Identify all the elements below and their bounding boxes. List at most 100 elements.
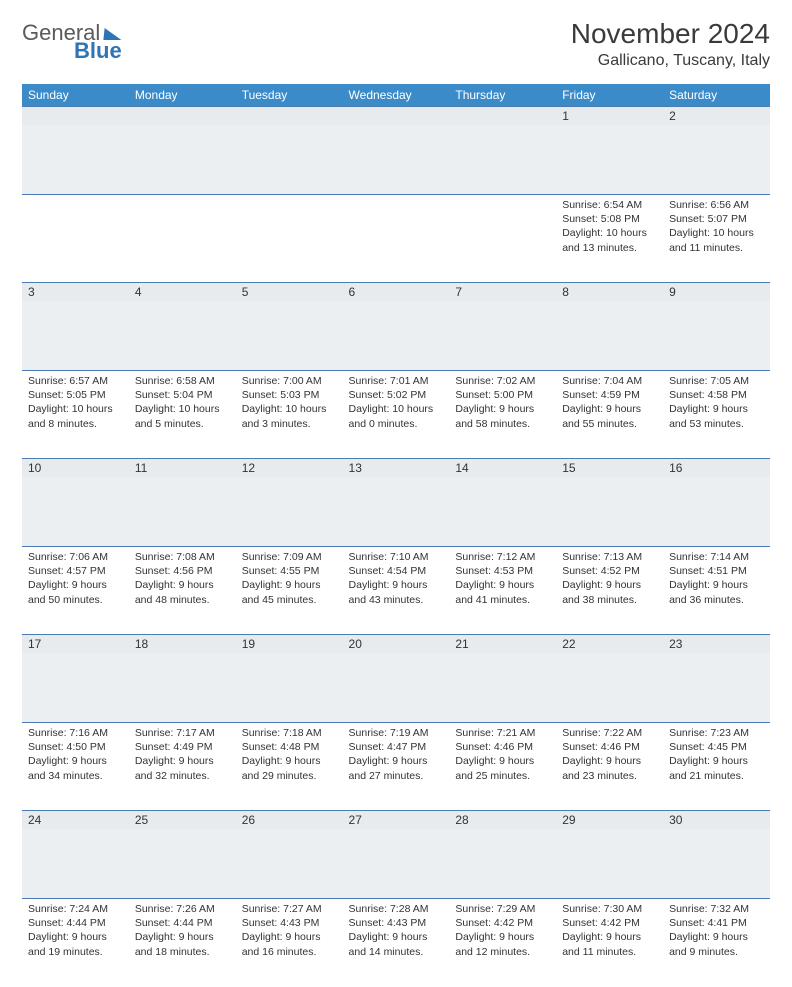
day-line: Sunrise: 7:17 AM [135,726,230,740]
day-line: Sunset: 4:43 PM [242,916,337,930]
header: General Blue November 2024 Gallicano, Tu… [22,18,770,70]
day-line: and 13 minutes. [562,241,657,255]
day-line: and 32 minutes. [135,769,230,783]
day-number: 26 [236,811,343,829]
day-line: and 23 minutes. [562,769,657,783]
day-line: Sunset: 4:56 PM [135,564,230,578]
week-number-row: 12 [22,107,770,195]
day-number-cell: 20 [343,635,450,723]
day-number-cell: 19 [236,635,343,723]
day-content: Sunrise: 6:54 AMSunset: 5:08 PMDaylight:… [556,195,663,259]
day-line: Daylight: 9 hours [349,930,444,944]
day-number: 2 [663,107,770,125]
day-line: Sunrise: 7:06 AM [28,550,123,564]
day-number: 20 [343,635,450,653]
day-number: 3 [22,283,129,301]
day-number-cell [129,107,236,195]
day-line: Daylight: 9 hours [349,578,444,592]
day-line: and 0 minutes. [349,417,444,431]
day-content: Sunrise: 7:14 AMSunset: 4:51 PMDaylight:… [663,547,770,611]
day-content: Sunrise: 7:17 AMSunset: 4:49 PMDaylight:… [129,723,236,787]
day-content: Sunrise: 7:19 AMSunset: 4:47 PMDaylight:… [343,723,450,787]
day-cell: Sunrise: 7:04 AMSunset: 4:59 PMDaylight:… [556,371,663,459]
day-content [129,195,236,202]
week-number-row: 24252627282930 [22,811,770,899]
day-line: Sunset: 4:49 PM [135,740,230,754]
day-content: Sunrise: 7:08 AMSunset: 4:56 PMDaylight:… [129,547,236,611]
day-line: and 14 minutes. [349,945,444,959]
day-line: Sunrise: 7:02 AM [455,374,550,388]
day-number-cell: 16 [663,459,770,547]
day-line: and 11 minutes. [562,945,657,959]
day-cell: Sunrise: 7:01 AMSunset: 5:02 PMDaylight:… [343,371,450,459]
day-cell [343,195,450,283]
day-line: Sunset: 5:04 PM [135,388,230,402]
day-line: and 18 minutes. [135,945,230,959]
day-line: Sunrise: 7:26 AM [135,902,230,916]
day-number: 22 [556,635,663,653]
day-line: Sunset: 4:47 PM [349,740,444,754]
day-line: and 34 minutes. [28,769,123,783]
day-line: Daylight: 10 hours [562,226,657,240]
day-cell: Sunrise: 7:10 AMSunset: 4:54 PMDaylight:… [343,547,450,635]
day-line: and 9 minutes. [669,945,764,959]
day-number-cell: 1 [556,107,663,195]
day-line: Daylight: 9 hours [349,754,444,768]
day-number-cell: 8 [556,283,663,371]
day-number-cell: 18 [129,635,236,723]
day-line: Sunrise: 7:23 AM [669,726,764,740]
day-line: Sunrise: 7:12 AM [455,550,550,564]
day-number-cell: 22 [556,635,663,723]
day-line: Sunset: 4:46 PM [455,740,550,754]
day-number: 10 [22,459,129,477]
day-cell: Sunrise: 7:12 AMSunset: 4:53 PMDaylight:… [449,547,556,635]
day-cell: Sunrise: 7:30 AMSunset: 4:42 PMDaylight:… [556,899,663,987]
day-line: Daylight: 9 hours [135,578,230,592]
day-number-cell: 17 [22,635,129,723]
day-line: and 25 minutes. [455,769,550,783]
day-line: Sunset: 5:07 PM [669,212,764,226]
day-line: Sunrise: 6:54 AM [562,198,657,212]
logo: General Blue [22,18,122,62]
day-number: 7 [449,283,556,301]
day-line: Sunrise: 7:19 AM [349,726,444,740]
day-number-cell [22,107,129,195]
day-cell: Sunrise: 7:23 AMSunset: 4:45 PMDaylight:… [663,723,770,811]
day-line: Sunset: 4:57 PM [28,564,123,578]
day-line: Sunrise: 7:08 AM [135,550,230,564]
week-content-row: Sunrise: 6:54 AMSunset: 5:08 PMDaylight:… [22,195,770,283]
day-line: Daylight: 9 hours [28,754,123,768]
day-line: Sunrise: 7:10 AM [349,550,444,564]
day-line: and 41 minutes. [455,593,550,607]
day-number-cell: 21 [449,635,556,723]
day-line: Sunrise: 7:14 AM [669,550,764,564]
day-line: Daylight: 9 hours [562,930,657,944]
day-content: Sunrise: 7:04 AMSunset: 4:59 PMDaylight:… [556,371,663,435]
day-line: and 29 minutes. [242,769,337,783]
day-number-cell: 15 [556,459,663,547]
day-number-cell: 6 [343,283,450,371]
day-line: Sunset: 4:52 PM [562,564,657,578]
day-line: Sunrise: 6:56 AM [669,198,764,212]
day-number-cell: 7 [449,283,556,371]
weekday-header: Sunday [22,84,129,107]
day-number-cell: 23 [663,635,770,723]
day-cell: Sunrise: 7:08 AMSunset: 4:56 PMDaylight:… [129,547,236,635]
day-line: Sunrise: 7:05 AM [669,374,764,388]
day-line: Daylight: 9 hours [28,578,123,592]
page-subtitle: Gallicano, Tuscany, Italy [571,52,770,70]
day-line: Daylight: 10 hours [242,402,337,416]
weekday-header-row: SundayMondayTuesdayWednesdayThursdayFrid… [22,84,770,107]
day-line: Daylight: 9 hours [562,578,657,592]
day-cell: Sunrise: 7:13 AMSunset: 4:52 PMDaylight:… [556,547,663,635]
day-cell: Sunrise: 7:14 AMSunset: 4:51 PMDaylight:… [663,547,770,635]
day-content: Sunrise: 6:58 AMSunset: 5:04 PMDaylight:… [129,371,236,435]
day-line: Sunrise: 7:13 AM [562,550,657,564]
day-line: and 53 minutes. [669,417,764,431]
day-number-cell: 26 [236,811,343,899]
day-line: Daylight: 9 hours [135,754,230,768]
day-line: Sunrise: 7:01 AM [349,374,444,388]
day-content: Sunrise: 7:23 AMSunset: 4:45 PMDaylight:… [663,723,770,787]
day-number: 15 [556,459,663,477]
day-content: Sunrise: 7:12 AMSunset: 4:53 PMDaylight:… [449,547,556,611]
